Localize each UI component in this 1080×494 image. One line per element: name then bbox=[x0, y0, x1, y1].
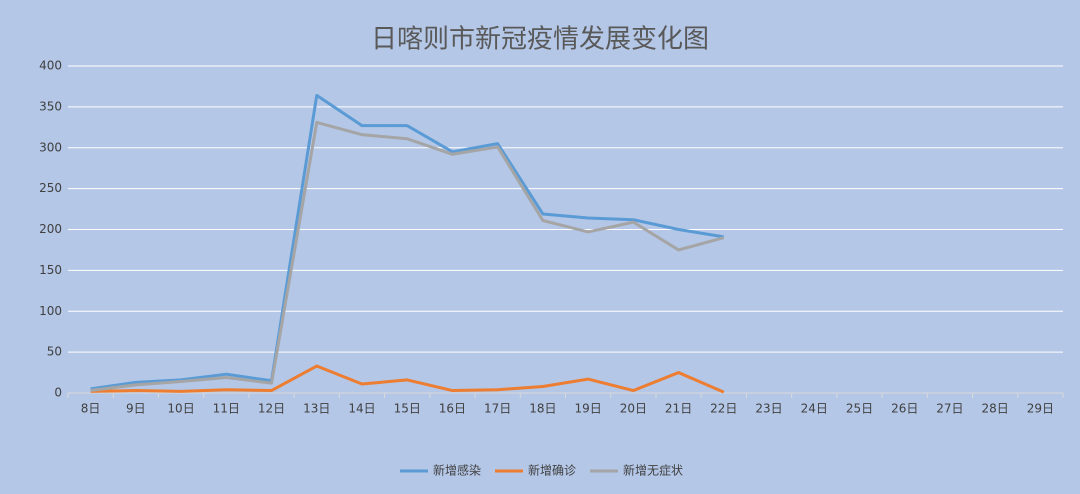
y-tick-label: 350 bbox=[39, 99, 62, 113]
x-tick-label: 29日 bbox=[1027, 402, 1054, 416]
x-tick-label: 11日 bbox=[213, 402, 240, 416]
legend-label: 新增感染 bbox=[433, 463, 481, 478]
x-tick-label: 12日 bbox=[258, 402, 285, 416]
series-line bbox=[90, 93, 725, 391]
y-tick-label: 150 bbox=[39, 263, 62, 277]
y-tick-label: 250 bbox=[39, 181, 62, 195]
y-tick-label: 400 bbox=[39, 59, 62, 73]
x-tick-label: 23日 bbox=[755, 402, 782, 416]
x-tick-label: 9日 bbox=[126, 402, 146, 416]
x-tick-label: 13日 bbox=[303, 402, 330, 416]
x-tick-label: 24日 bbox=[801, 402, 828, 416]
y-tick-label: 200 bbox=[39, 222, 62, 236]
x-tick-label: 25日 bbox=[846, 402, 873, 416]
y-tick-label: 100 bbox=[39, 304, 62, 318]
legend-label: 新增无症状 bbox=[623, 463, 683, 478]
x-tick-label: 14日 bbox=[348, 402, 375, 416]
x-tick-label: 19日 bbox=[574, 402, 601, 416]
x-tick-label: 26日 bbox=[891, 402, 918, 416]
x-tick-label: 18日 bbox=[529, 402, 556, 416]
x-tick-label: 28日 bbox=[982, 402, 1009, 416]
x-tick-label: 17日 bbox=[484, 402, 511, 416]
x-tick-label: 22日 bbox=[710, 402, 737, 416]
x-tick-label: 15日 bbox=[394, 402, 421, 416]
x-tick-label: 16日 bbox=[439, 402, 466, 416]
x-tick-label: 20日 bbox=[620, 402, 647, 416]
series-line bbox=[90, 120, 725, 393]
y-tick-label: 0 bbox=[54, 386, 62, 400]
legend-label: 新增确诊 bbox=[528, 463, 576, 478]
y-tick-label: 300 bbox=[39, 140, 62, 154]
x-tick-label: 8日 bbox=[81, 402, 101, 416]
series-line bbox=[90, 364, 725, 394]
x-tick-label: 10日 bbox=[167, 402, 194, 416]
x-tick-label: 21日 bbox=[665, 402, 692, 416]
y-tick-label: 50 bbox=[47, 345, 62, 359]
chart-title: 日喀则市新冠疫情发展变化图 bbox=[371, 25, 709, 55]
x-tick-label: 27日 bbox=[936, 402, 963, 416]
